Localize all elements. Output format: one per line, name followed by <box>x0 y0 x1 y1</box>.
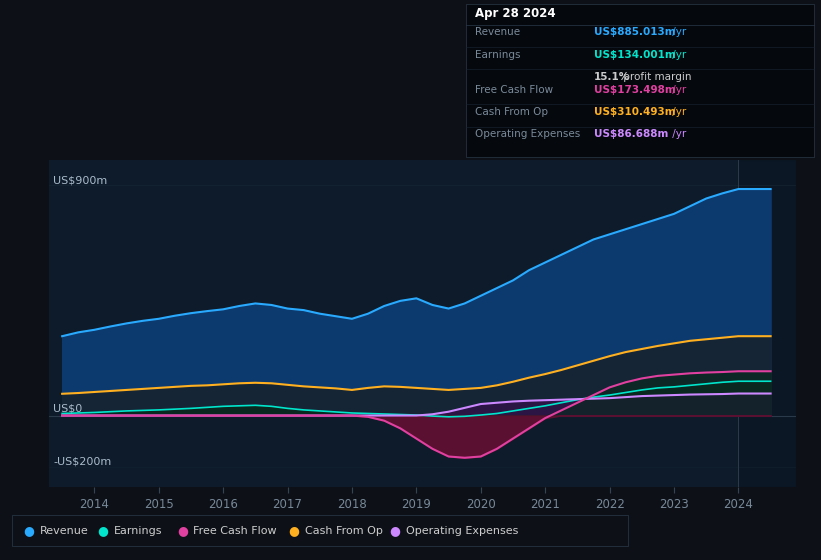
Text: /yr: /yr <box>669 27 686 38</box>
Text: Free Cash Flow: Free Cash Flow <box>475 85 553 95</box>
Text: US$0: US$0 <box>53 404 82 414</box>
Text: Free Cash Flow: Free Cash Flow <box>194 526 277 536</box>
Text: Apr 28 2024: Apr 28 2024 <box>475 7 555 20</box>
Text: US$86.688m: US$86.688m <box>594 129 668 139</box>
Text: 15.1%: 15.1% <box>594 72 630 82</box>
Text: US$900m: US$900m <box>53 175 108 185</box>
Text: US$173.498m: US$173.498m <box>594 85 676 95</box>
Text: ●: ● <box>23 524 34 538</box>
Text: Revenue: Revenue <box>39 526 88 536</box>
Text: /yr: /yr <box>669 107 686 117</box>
Text: ●: ● <box>289 524 300 538</box>
Text: -US$200m: -US$200m <box>53 457 112 466</box>
Text: US$310.493m: US$310.493m <box>594 107 675 117</box>
Text: /yr: /yr <box>669 85 686 95</box>
Text: US$134.001m: US$134.001m <box>594 50 676 60</box>
Text: Cash From Op: Cash From Op <box>305 526 383 536</box>
Text: /yr: /yr <box>669 129 686 139</box>
Text: ●: ● <box>177 524 188 538</box>
Text: profit margin: profit margin <box>620 72 691 82</box>
Text: /yr: /yr <box>669 50 686 60</box>
Text: Cash From Op: Cash From Op <box>475 107 548 117</box>
Text: Operating Expenses: Operating Expenses <box>475 129 580 139</box>
Bar <box>738 160 796 487</box>
Text: ●: ● <box>390 524 401 538</box>
Text: US$885.013m: US$885.013m <box>594 27 675 38</box>
Text: Operating Expenses: Operating Expenses <box>406 526 518 536</box>
Text: Earnings: Earnings <box>113 526 163 536</box>
Text: ●: ● <box>98 524 108 538</box>
Text: Revenue: Revenue <box>475 27 520 38</box>
Text: Earnings: Earnings <box>475 50 520 60</box>
